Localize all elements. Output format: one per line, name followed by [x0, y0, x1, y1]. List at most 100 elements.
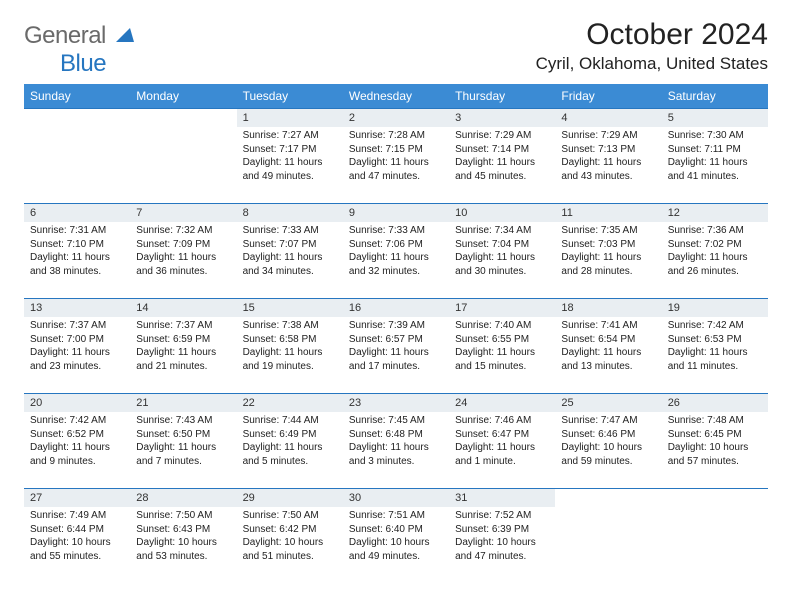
- day-number: 25: [555, 394, 661, 412]
- calendar-day-cell: 23Sunrise: 7:45 AMSunset: 6:48 PMDayligh…: [343, 394, 449, 489]
- calendar-day-cell: 5Sunrise: 7:30 AMSunset: 7:11 PMDaylight…: [662, 109, 768, 204]
- day-number: 21: [130, 394, 236, 412]
- month-title: October 2024: [536, 18, 768, 52]
- calendar-day-cell: 7Sunrise: 7:32 AMSunset: 7:09 PMDaylight…: [130, 204, 236, 299]
- calendar-table: Sunday Monday Tuesday Wednesday Thursday…: [24, 84, 768, 584]
- day-details: Sunrise: 7:36 AMSunset: 7:02 PMDaylight:…: [662, 222, 768, 282]
- day-number: 15: [237, 299, 343, 317]
- logo-mark: General Blue: [24, 22, 106, 78]
- calendar-day-cell: 29Sunrise: 7:50 AMSunset: 6:42 PMDayligh…: [237, 489, 343, 584]
- day-details: Sunrise: 7:49 AMSunset: 6:44 PMDaylight:…: [24, 507, 130, 567]
- calendar-day-cell: 1Sunrise: 7:27 AMSunset: 7:17 PMDaylight…: [237, 109, 343, 204]
- calendar-week-row: 6Sunrise: 7:31 AMSunset: 7:10 PMDaylight…: [24, 204, 768, 299]
- day-details: Sunrise: 7:33 AMSunset: 7:07 PMDaylight:…: [237, 222, 343, 282]
- day-details: Sunrise: 7:31 AMSunset: 7:10 PMDaylight:…: [24, 222, 130, 282]
- day-number: 18: [555, 299, 661, 317]
- calendar-week-row: 27Sunrise: 7:49 AMSunset: 6:44 PMDayligh…: [24, 489, 768, 584]
- logo-text-general: General: [24, 22, 106, 49]
- day-number: 23: [343, 394, 449, 412]
- day-details: Sunrise: 7:33 AMSunset: 7:06 PMDaylight:…: [343, 222, 449, 282]
- day-number: 28: [130, 489, 236, 507]
- day-details: Sunrise: 7:52 AMSunset: 6:39 PMDaylight:…: [449, 507, 555, 567]
- calendar-day-cell: 3Sunrise: 7:29 AMSunset: 7:14 PMDaylight…: [449, 109, 555, 204]
- day-number: 8: [237, 204, 343, 222]
- logo-text-blue: Blue: [60, 50, 106, 77]
- calendar-week-row: 13Sunrise: 7:37 AMSunset: 7:00 PMDayligh…: [24, 299, 768, 394]
- day-number: 3: [449, 109, 555, 127]
- day-details: Sunrise: 7:40 AMSunset: 6:55 PMDaylight:…: [449, 317, 555, 377]
- calendar-day-cell: 19Sunrise: 7:42 AMSunset: 6:53 PMDayligh…: [662, 299, 768, 394]
- calendar-day-cell: 27Sunrise: 7:49 AMSunset: 6:44 PMDayligh…: [24, 489, 130, 584]
- day-details: Sunrise: 7:42 AMSunset: 6:52 PMDaylight:…: [24, 412, 130, 472]
- day-number: 12: [662, 204, 768, 222]
- day-number: 4: [555, 109, 661, 127]
- day-details: Sunrise: 7:27 AMSunset: 7:17 PMDaylight:…: [237, 127, 343, 187]
- day-number: 29: [237, 489, 343, 507]
- location-subtitle: Cyril, Oklahoma, United States: [536, 54, 768, 74]
- calendar-day-cell: 30Sunrise: 7:51 AMSunset: 6:40 PMDayligh…: [343, 489, 449, 584]
- day-number: 10: [449, 204, 555, 222]
- calendar-day-cell: 31Sunrise: 7:52 AMSunset: 6:39 PMDayligh…: [449, 489, 555, 584]
- day-details: Sunrise: 7:45 AMSunset: 6:48 PMDaylight:…: [343, 412, 449, 472]
- day-number: 31: [449, 489, 555, 507]
- col-friday: Friday: [555, 84, 661, 109]
- col-sunday: Sunday: [24, 84, 130, 109]
- day-details: Sunrise: 7:47 AMSunset: 6:46 PMDaylight:…: [555, 412, 661, 472]
- day-number: 27: [24, 489, 130, 507]
- day-details: Sunrise: 7:46 AMSunset: 6:47 PMDaylight:…: [449, 412, 555, 472]
- calendar-week-row: 20Sunrise: 7:42 AMSunset: 6:52 PMDayligh…: [24, 394, 768, 489]
- calendar-day-cell: 14Sunrise: 7:37 AMSunset: 6:59 PMDayligh…: [130, 299, 236, 394]
- calendar-day-cell: 12Sunrise: 7:36 AMSunset: 7:02 PMDayligh…: [662, 204, 768, 299]
- calendar-day-cell: 16Sunrise: 7:39 AMSunset: 6:57 PMDayligh…: [343, 299, 449, 394]
- day-number: 1: [237, 109, 343, 127]
- calendar-day-cell: [662, 489, 768, 584]
- calendar-day-cell: 11Sunrise: 7:35 AMSunset: 7:03 PMDayligh…: [555, 204, 661, 299]
- calendar-day-cell: 20Sunrise: 7:42 AMSunset: 6:52 PMDayligh…: [24, 394, 130, 489]
- day-number: 6: [24, 204, 130, 222]
- day-number: 19: [662, 299, 768, 317]
- day-details: Sunrise: 7:34 AMSunset: 7:04 PMDaylight:…: [449, 222, 555, 282]
- day-number: 5: [662, 109, 768, 127]
- day-details: Sunrise: 7:37 AMSunset: 6:59 PMDaylight:…: [130, 317, 236, 377]
- day-number: 9: [343, 204, 449, 222]
- header: General Blue October 2024 Cyril, Oklahom…: [24, 18, 768, 78]
- day-number: 16: [343, 299, 449, 317]
- calendar-day-cell: 25Sunrise: 7:47 AMSunset: 6:46 PMDayligh…: [555, 394, 661, 489]
- calendar-day-cell: [130, 109, 236, 204]
- calendar-day-cell: 18Sunrise: 7:41 AMSunset: 6:54 PMDayligh…: [555, 299, 661, 394]
- day-number: 13: [24, 299, 130, 317]
- day-number: 20: [24, 394, 130, 412]
- calendar-day-cell: 24Sunrise: 7:46 AMSunset: 6:47 PMDayligh…: [449, 394, 555, 489]
- day-details: Sunrise: 7:32 AMSunset: 7:09 PMDaylight:…: [130, 222, 236, 282]
- calendar-day-cell: 8Sunrise: 7:33 AMSunset: 7:07 PMDaylight…: [237, 204, 343, 299]
- day-details: Sunrise: 7:41 AMSunset: 6:54 PMDaylight:…: [555, 317, 661, 377]
- day-details: Sunrise: 7:48 AMSunset: 6:45 PMDaylight:…: [662, 412, 768, 472]
- col-saturday: Saturday: [662, 84, 768, 109]
- day-number: 26: [662, 394, 768, 412]
- day-details: Sunrise: 7:35 AMSunset: 7:03 PMDaylight:…: [555, 222, 661, 282]
- day-details: Sunrise: 7:50 AMSunset: 6:42 PMDaylight:…: [237, 507, 343, 567]
- brand-logo: General Blue: [24, 22, 106, 78]
- day-number: 30: [343, 489, 449, 507]
- day-number: 22: [237, 394, 343, 412]
- day-details: Sunrise: 7:29 AMSunset: 7:14 PMDaylight:…: [449, 127, 555, 187]
- calendar-day-cell: 9Sunrise: 7:33 AMSunset: 7:06 PMDaylight…: [343, 204, 449, 299]
- calendar-day-cell: 22Sunrise: 7:44 AMSunset: 6:49 PMDayligh…: [237, 394, 343, 489]
- calendar-body: 1Sunrise: 7:27 AMSunset: 7:17 PMDaylight…: [24, 109, 768, 584]
- calendar-day-cell: 26Sunrise: 7:48 AMSunset: 6:45 PMDayligh…: [662, 394, 768, 489]
- day-details: Sunrise: 7:37 AMSunset: 7:00 PMDaylight:…: [24, 317, 130, 377]
- calendar-day-cell: [555, 489, 661, 584]
- calendar-week-row: 1Sunrise: 7:27 AMSunset: 7:17 PMDaylight…: [24, 109, 768, 204]
- col-thursday: Thursday: [449, 84, 555, 109]
- day-details: Sunrise: 7:51 AMSunset: 6:40 PMDaylight:…: [343, 507, 449, 567]
- day-number: 2: [343, 109, 449, 127]
- day-details: Sunrise: 7:28 AMSunset: 7:15 PMDaylight:…: [343, 127, 449, 187]
- col-tuesday: Tuesday: [237, 84, 343, 109]
- day-details: Sunrise: 7:29 AMSunset: 7:13 PMDaylight:…: [555, 127, 661, 187]
- day-number: 11: [555, 204, 661, 222]
- calendar-day-cell: 15Sunrise: 7:38 AMSunset: 6:58 PMDayligh…: [237, 299, 343, 394]
- day-details: Sunrise: 7:39 AMSunset: 6:57 PMDaylight:…: [343, 317, 449, 377]
- calendar-day-cell: 21Sunrise: 7:43 AMSunset: 6:50 PMDayligh…: [130, 394, 236, 489]
- day-details: Sunrise: 7:30 AMSunset: 7:11 PMDaylight:…: [662, 127, 768, 187]
- calendar-day-cell: 10Sunrise: 7:34 AMSunset: 7:04 PMDayligh…: [449, 204, 555, 299]
